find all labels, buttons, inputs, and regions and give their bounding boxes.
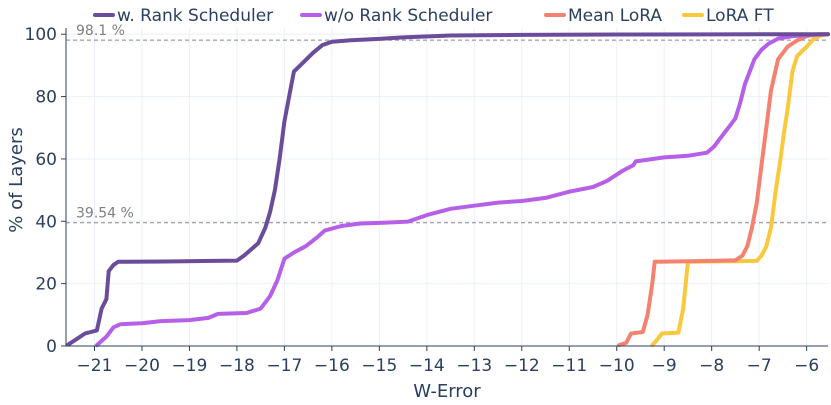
grid xyxy=(66,28,828,347)
series-group xyxy=(66,32,830,348)
x-tick-label: −19 xyxy=(171,356,207,376)
x-tick-label: −9 xyxy=(652,356,677,376)
annotation-label: 98.1 % xyxy=(76,23,125,39)
y-tick-label: 20 xyxy=(35,275,57,295)
legend-label: LoRA FT xyxy=(706,6,774,26)
y-axis: 0 20 40 60 80 100 xyxy=(25,25,67,357)
annotations: 98.1 % 39.54 % xyxy=(76,23,134,222)
series-line xyxy=(617,32,830,348)
annotation-label: 39.54 % xyxy=(76,206,134,222)
series-line xyxy=(650,32,830,348)
y-axis-title: % of Layers xyxy=(6,127,27,232)
x-axis-title: W-Error xyxy=(413,381,481,402)
x-tick-label: −11 xyxy=(551,356,587,376)
y-tick-label: 80 xyxy=(35,88,57,108)
series-line xyxy=(94,32,830,348)
x-tick-label: −20 xyxy=(124,356,160,376)
x-tick-label: −16 xyxy=(314,356,350,376)
x-tick-label: −12 xyxy=(504,356,540,376)
series-line xyxy=(66,32,830,347)
y-tick-label: 0 xyxy=(46,337,57,357)
x-tick-label: −17 xyxy=(266,356,302,376)
legend-label: w/o Rank Scheduler xyxy=(324,6,492,26)
y-tick-label: 40 xyxy=(35,212,57,232)
legend-label: Mean LoRA xyxy=(568,6,662,26)
x-tick-label: −6 xyxy=(794,356,819,376)
x-tick-label: −15 xyxy=(361,356,397,376)
x-tick-label: −10 xyxy=(599,356,635,376)
y-tick-label: 60 xyxy=(35,150,57,170)
x-tick-label: −18 xyxy=(219,356,255,376)
annotation-lines xyxy=(66,39,828,224)
x-tick-label: −21 xyxy=(77,356,113,376)
x-tick-label: −8 xyxy=(699,356,724,376)
x-tick-label: −14 xyxy=(409,356,445,376)
legend: w. Rank Scheduler w/o Rank Scheduler Mean … xyxy=(93,6,774,26)
x-tick-label: −7 xyxy=(747,356,772,376)
x-axis: −21 −20 −19 −18 −17 −16 −15 −14 −13 −12 −11 −10 −9 −8… xyxy=(66,345,828,376)
x-tick-label: −13 xyxy=(456,356,492,376)
y-tick-label: 100 xyxy=(25,25,57,45)
legend-label: w. Rank Scheduler xyxy=(117,6,273,26)
